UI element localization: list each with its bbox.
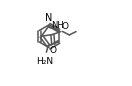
Text: O: O xyxy=(50,46,57,55)
Text: NH: NH xyxy=(51,21,63,30)
Text: H₂N: H₂N xyxy=(36,57,53,66)
Text: O: O xyxy=(61,22,68,31)
Text: N: N xyxy=(45,13,53,23)
